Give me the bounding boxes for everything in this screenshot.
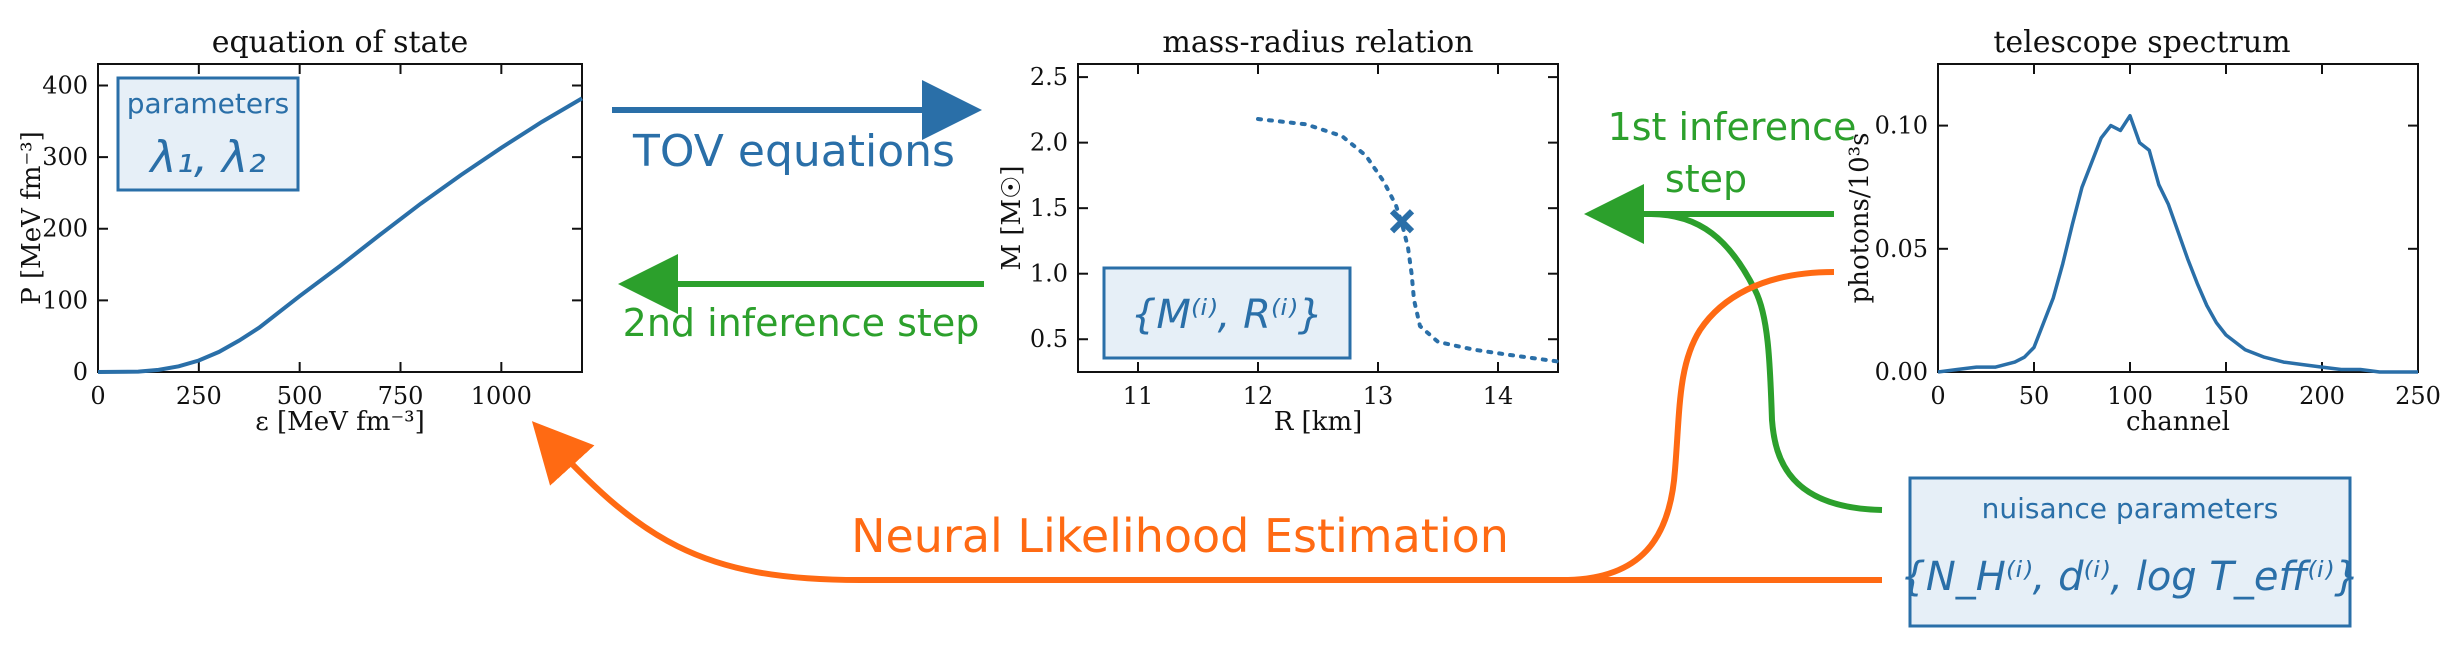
mr-marker-cross	[1389, 209, 1415, 234]
second-inference-label: 2nd inference step	[623, 301, 980, 345]
eos-axes-frame	[97, 63, 583, 373]
green-branch-curve	[1649, 211, 1883, 513]
spectrum-ticks: 0 50 100 150 200 250 0.00 0.05 0.10	[1875, 64, 2441, 410]
x-tick-label: 0	[1930, 382, 1945, 410]
eos-panel: equation of state 0 250 500 750 1000 0 100 200 3…	[17, 25, 584, 437]
nle-arrow	[531, 421, 1882, 583]
x-tick-label: 100	[2107, 382, 2153, 410]
mr-ylabel: M [M☉]	[997, 165, 1027, 270]
parameters-box-value: λ₁, λ₂	[148, 132, 265, 183]
eos-xlabel: ε [MeV fm⁻³]	[255, 407, 425, 437]
y-tick-label: 400	[42, 71, 88, 99]
x-tick-label: 1000	[471, 382, 532, 410]
spectrum-axes-frame	[1937, 63, 2419, 373]
y-tick-label: 1.0	[1030, 260, 1068, 288]
eos-ylabel: P [MeV fm⁻³]	[17, 131, 47, 305]
spectrum-panel: telescope spectrum 0 50 100 150 200 250 0.00 0.…	[1845, 25, 2441, 437]
mr-ticks: 11 12 13 14 0.5 1.0 1.5 2.0 2.5	[1030, 63, 1558, 410]
mr-box-value: {M⁽ⁱ⁾, R⁽ⁱ⁾}	[1131, 292, 1323, 338]
x-tick-label: 200	[2299, 382, 2345, 410]
eos-title: equation of state	[212, 25, 469, 60]
nuisance-value: {N_H⁽ⁱ⁾, d⁽ⁱ⁾, log T_eff⁽ⁱ⁾}	[1900, 554, 2359, 600]
x-tick-label: 0	[90, 382, 105, 410]
nle-label: Neural Likelihood Estimation	[851, 509, 1509, 563]
marker-stroke	[1389, 209, 1415, 234]
nuisance-box	[1908, 476, 2352, 628]
spectrum-ylabel: photons/10³s	[1845, 133, 1875, 304]
y-tick-label: 0.00	[1875, 358, 1928, 386]
y-tick-label: 200	[42, 215, 88, 243]
mr-title: mass-radius relation	[1162, 25, 1473, 60]
eos-curve	[97, 96, 584, 374]
first-inference-label-1: 1st inference	[1608, 105, 1857, 149]
x-tick-label: 250	[176, 382, 222, 410]
mr-panel: mass-radius relation 11 12 13 14 0.5 1.0 1.5 2.…	[997, 25, 1560, 437]
y-tick-label: 0.05	[1875, 235, 1928, 263]
y-tick-label: 0.10	[1875, 112, 1928, 140]
x-tick-label: 50	[2019, 382, 2050, 410]
x-tick-label: 13	[1363, 382, 1394, 410]
x-tick-label: 12	[1243, 382, 1274, 410]
y-tick-label: 2.5	[1030, 63, 1068, 91]
mr-axes-frame	[1077, 63, 1559, 373]
y-tick-label: 0.5	[1030, 325, 1068, 353]
y-tick-label: 0	[73, 358, 88, 386]
x-tick-label: 150	[2203, 382, 2249, 410]
first-inference-label-2: step	[1665, 157, 1747, 201]
y-tick-label: 2.0	[1030, 129, 1068, 157]
spectrum-title: telescope spectrum	[1993, 25, 2290, 60]
y-tick-label: 100	[42, 286, 88, 314]
x-tick-label: 250	[2395, 382, 2441, 410]
y-tick-label: 300	[42, 143, 88, 171]
eos-ticks: 0 250 500 750 1000 0 100 200 300 400	[42, 64, 582, 410]
mr-curve	[1256, 117, 1560, 364]
x-tick-label: 14	[1483, 382, 1514, 410]
tov-label: TOV equations	[632, 126, 955, 177]
mr-xlabel: R [km]	[1274, 407, 1363, 437]
parameters-box	[116, 76, 300, 192]
spectrum-curve	[1937, 113, 2418, 374]
x-tick-label: 11	[1123, 382, 1154, 410]
x-tick-label: 750	[378, 382, 424, 410]
y-tick-label: 1.5	[1030, 194, 1068, 222]
parameters-box-title: parameters	[127, 87, 289, 120]
nuisance-title: nuisance parameters	[1982, 492, 2279, 525]
mr-box	[1102, 266, 1352, 360]
spectrum-xlabel: channel	[2126, 407, 2230, 437]
x-tick-label: 500	[277, 382, 323, 410]
orange-branch-curve	[1567, 269, 1835, 583]
